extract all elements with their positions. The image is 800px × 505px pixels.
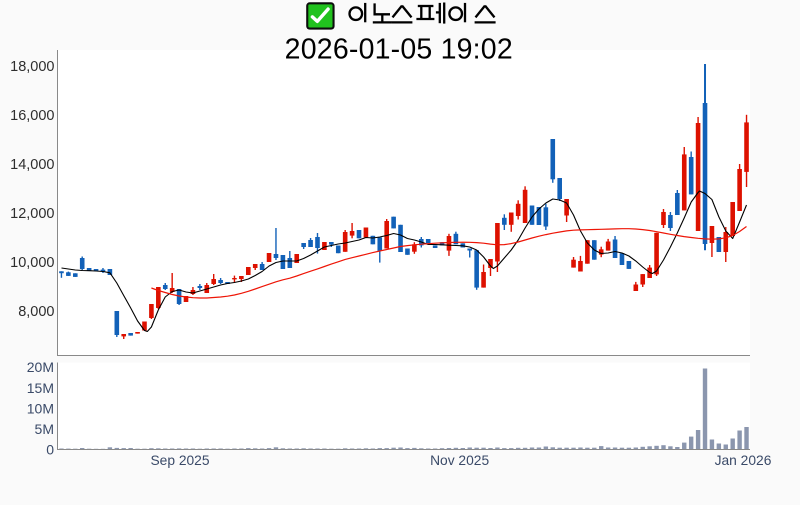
svg-text:14,000: 14,000 (10, 157, 54, 173)
svg-text:10M: 10M (27, 400, 54, 416)
svg-text:10,000: 10,000 (10, 255, 54, 271)
svg-text:5M: 5M (35, 421, 54, 437)
svg-text:8,000: 8,000 (18, 304, 54, 320)
svg-text:Jan 2026: Jan 2026 (715, 453, 772, 468)
svg-text:20M: 20M (27, 359, 54, 375)
svg-text:Sep 2025: Sep 2025 (150, 453, 209, 468)
svg-text:2026-01-05 19:02: 2026-01-05 19:02 (285, 34, 513, 66)
svg-text:15M: 15M (27, 380, 54, 396)
svg-text:0: 0 (46, 441, 54, 457)
svg-text:18,000: 18,000 (10, 59, 54, 75)
svg-text:Nov 2025: Nov 2025 (430, 453, 489, 468)
svg-text:16,000: 16,000 (10, 108, 54, 124)
svg-text:12,000: 12,000 (10, 206, 54, 222)
